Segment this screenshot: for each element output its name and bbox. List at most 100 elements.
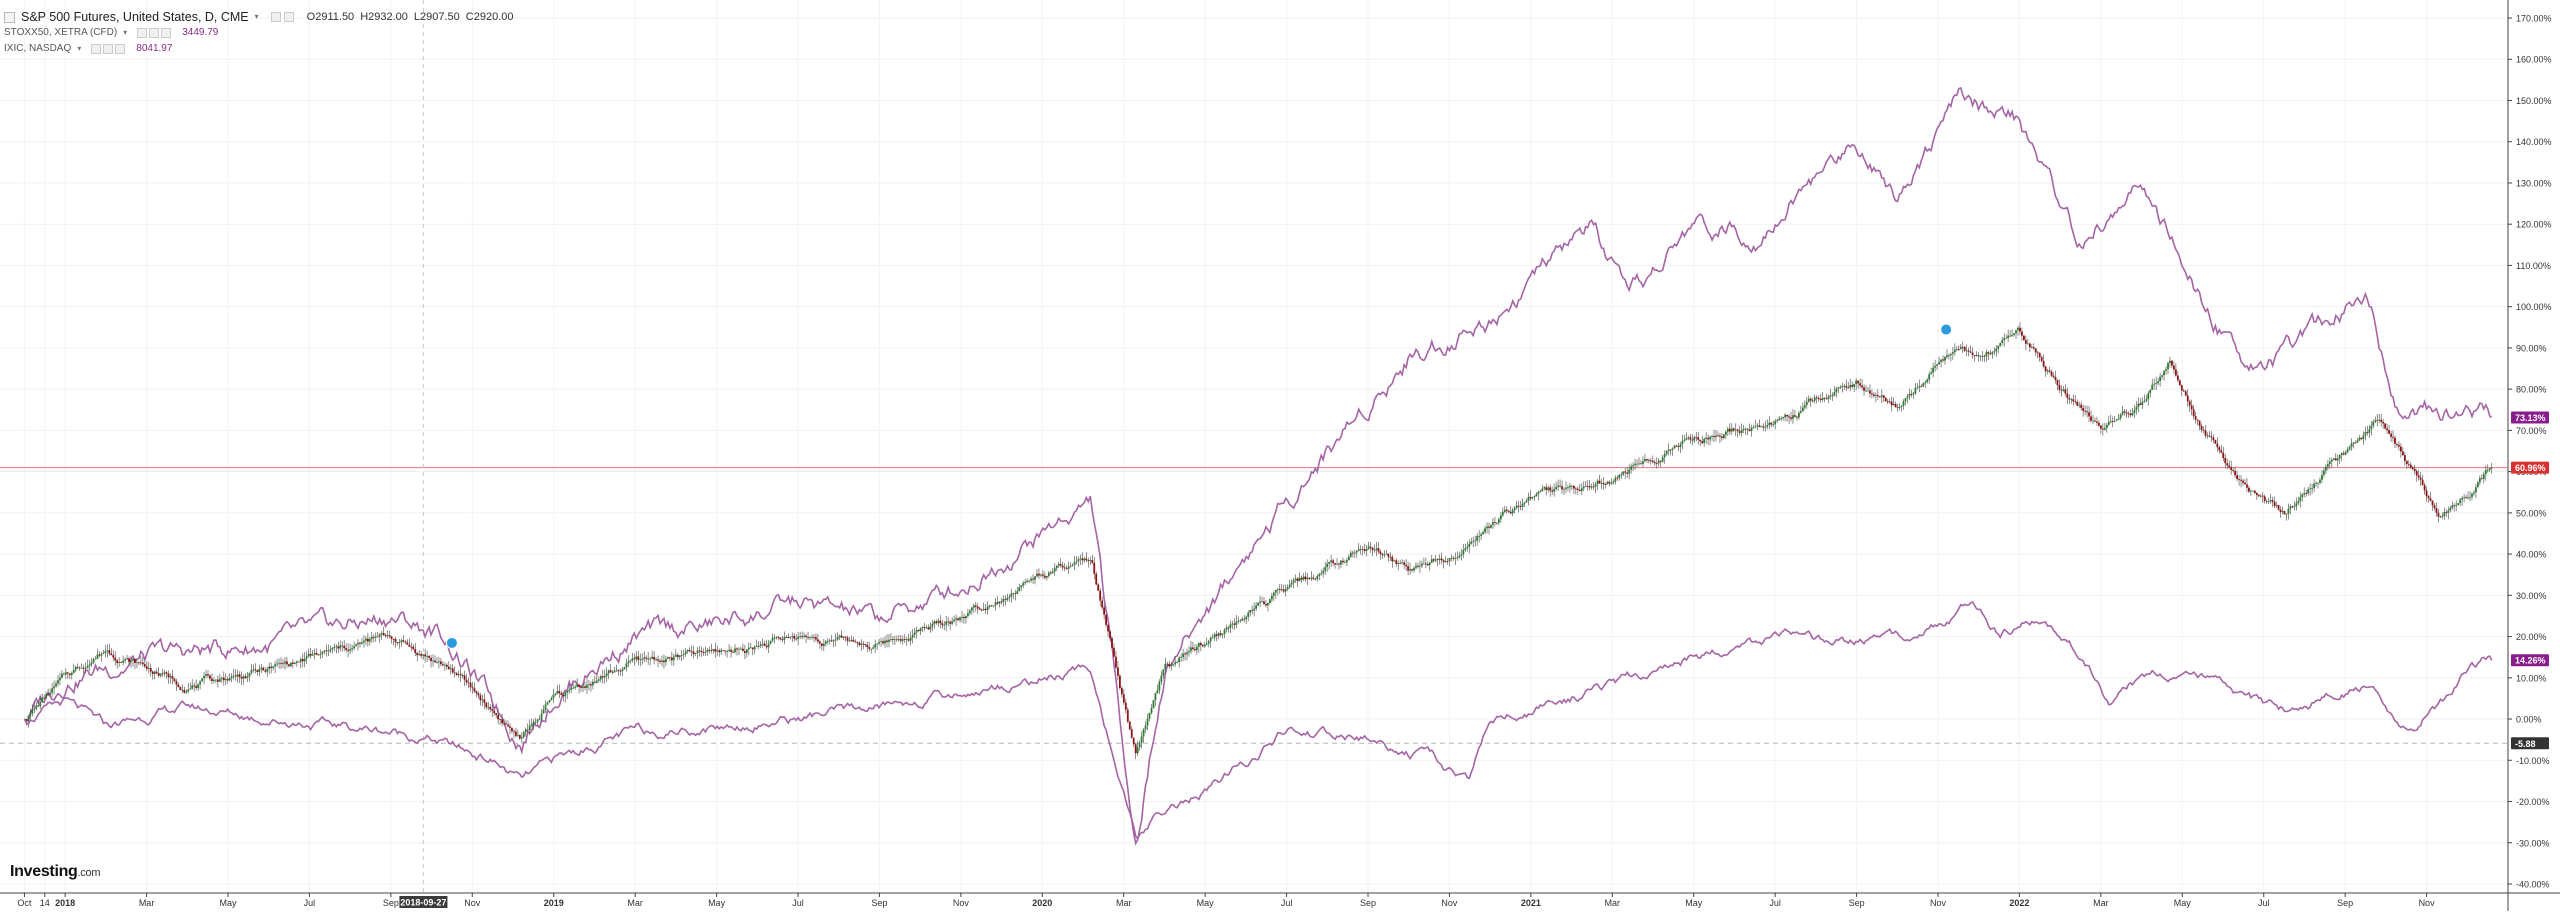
candle-up bbox=[1768, 422, 1771, 426]
candle-down bbox=[343, 645, 346, 649]
candle-up bbox=[967, 613, 969, 616]
candle-up bbox=[74, 667, 77, 670]
candle-up bbox=[159, 673, 162, 676]
candle-down bbox=[1109, 631, 1111, 639]
instrument-title[interactable]: S&P 500 Futures, United States, D, CME bbox=[21, 10, 249, 24]
candle-up bbox=[2467, 497, 2469, 499]
candle-up bbox=[2321, 474, 2323, 480]
candle-up bbox=[2364, 432, 2367, 436]
candle-down bbox=[1675, 445, 1678, 447]
candle-up bbox=[1142, 729, 1145, 737]
remove-icon[interactable] bbox=[161, 28, 172, 38]
collapse-legend-icon[interactable] bbox=[4, 11, 15, 23]
candle-up bbox=[1995, 348, 1998, 352]
compare-label[interactable]: IXIC, NASDAQ bbox=[4, 43, 72, 54]
candle-up bbox=[1497, 519, 1500, 523]
candle-up bbox=[368, 638, 371, 642]
event-marker-icon[interactable] bbox=[1940, 323, 1953, 336]
candle-down bbox=[862, 643, 865, 645]
candle-up bbox=[1553, 489, 1556, 492]
candle-down bbox=[151, 671, 154, 675]
candle-down bbox=[2176, 375, 2179, 381]
candle-up bbox=[1340, 560, 1342, 565]
candle-down bbox=[1588, 486, 1591, 488]
candle-up bbox=[566, 691, 569, 693]
candle-up bbox=[205, 674, 207, 677]
candle-up bbox=[1413, 567, 1415, 571]
candle-up bbox=[2461, 498, 2464, 500]
candle-up bbox=[631, 658, 634, 661]
candle-up bbox=[824, 641, 827, 644]
candle-down bbox=[2453, 505, 2456, 507]
candle-down bbox=[2123, 411, 2126, 413]
candle-down bbox=[98, 654, 101, 656]
eye-icon[interactable] bbox=[137, 28, 148, 38]
candle-up bbox=[2143, 400, 2146, 402]
settings-icon[interactable] bbox=[103, 44, 114, 54]
candle-down bbox=[1119, 675, 1121, 689]
settings-icon[interactable] bbox=[270, 12, 281, 22]
candle-down bbox=[2220, 450, 2223, 453]
candle-up bbox=[605, 673, 608, 676]
candle-down bbox=[440, 661, 442, 665]
y-tick-label: 20.00% bbox=[2516, 632, 2547, 642]
candle-down bbox=[291, 662, 294, 664]
remove-icon[interactable] bbox=[283, 12, 294, 22]
candle-up bbox=[1981, 355, 1984, 357]
candle-up bbox=[236, 674, 239, 677]
candle-down bbox=[1081, 558, 1084, 561]
candle-down bbox=[1788, 416, 1790, 418]
remove-icon[interactable] bbox=[115, 44, 126, 54]
candle-down bbox=[840, 635, 843, 638]
candle-up bbox=[783, 637, 786, 640]
candle-up bbox=[520, 737, 523, 739]
candle-down bbox=[404, 641, 407, 643]
candle-up bbox=[641, 659, 644, 660]
candle-up bbox=[1270, 595, 1273, 600]
candle-up bbox=[1008, 597, 1011, 598]
candle-down bbox=[359, 642, 361, 644]
candle-up bbox=[319, 653, 322, 655]
candle-up bbox=[2476, 482, 2479, 488]
candle-down bbox=[2334, 458, 2337, 461]
settings-icon[interactable] bbox=[149, 28, 160, 38]
compare-label[interactable]: STOXX50, XETRA (CFD) bbox=[4, 27, 118, 38]
event-marker-icon[interactable] bbox=[445, 636, 458, 649]
chevron-down-icon[interactable]: ▾ bbox=[77, 44, 82, 53]
candle-down bbox=[903, 639, 906, 640]
candle-down bbox=[420, 654, 423, 656]
candle-down bbox=[2380, 419, 2383, 422]
chevron-down-icon[interactable]: ▾ bbox=[123, 28, 128, 37]
candle-up bbox=[1807, 398, 1810, 402]
candle-down bbox=[2186, 395, 2189, 402]
candle-down bbox=[787, 637, 790, 638]
candle-up bbox=[1959, 346, 1962, 350]
candle-down bbox=[1920, 386, 1923, 388]
candle-down bbox=[1574, 488, 1577, 490]
candle-up bbox=[1569, 485, 1571, 488]
candle-up bbox=[1239, 620, 1242, 622]
candle-down bbox=[637, 656, 640, 660]
candle-down bbox=[562, 694, 565, 697]
candle-up bbox=[1276, 589, 1279, 591]
candle-down bbox=[941, 623, 944, 626]
candle-up bbox=[1563, 488, 1565, 490]
candle-down bbox=[1746, 428, 1749, 430]
eye-icon[interactable] bbox=[91, 44, 102, 54]
candle-up bbox=[1420, 563, 1423, 566]
candle-up bbox=[70, 672, 73, 676]
candle-down bbox=[1042, 574, 1044, 576]
candle-up bbox=[2441, 515, 2444, 517]
candle-down bbox=[858, 642, 861, 645]
candle-up bbox=[2167, 362, 2169, 370]
candle-down bbox=[990, 605, 993, 607]
investing-logo[interactable]: Investing.com bbox=[10, 863, 100, 881]
candle-down bbox=[2244, 482, 2246, 485]
candle-down bbox=[1559, 485, 1561, 487]
candle-up bbox=[2013, 333, 2015, 335]
candle-down bbox=[939, 620, 942, 624]
candle-down bbox=[1032, 578, 1034, 580]
chevron-down-icon[interactable]: ▾ bbox=[254, 12, 259, 21]
